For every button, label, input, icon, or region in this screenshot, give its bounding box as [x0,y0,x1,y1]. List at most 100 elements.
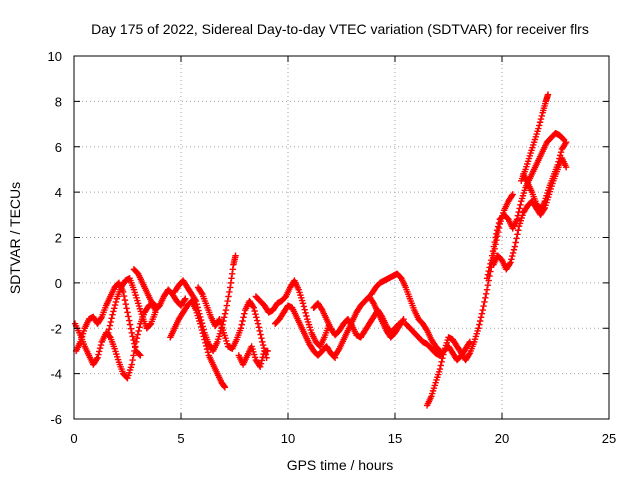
data-point [475,325,482,332]
x-tick-label: 25 [602,431,616,446]
data-point [509,252,516,260]
data-point [250,304,257,312]
series-arc-5 [167,297,229,391]
data-point [198,289,205,297]
x-tick-labels: 0 5 10 15 20 25 [70,431,616,446]
y-tick-labels: -6 -4 -2 0 2 4 6 8 10 [48,49,62,427]
data-point [485,267,492,275]
data-point [136,351,143,358]
series-arc-9 [252,277,332,350]
data-point [560,135,567,143]
y-tick-label: 10 [48,49,62,64]
data-point [563,139,570,146]
data-point [224,297,231,305]
data-point [302,309,309,317]
series-arc-1 [71,300,161,382]
data-point [509,191,516,198]
data-point [107,318,115,326]
data-point [112,298,120,306]
data-point [299,300,307,307]
data-point [507,259,514,266]
y-tick-label: 6 [55,140,62,155]
data-point [226,288,233,296]
data-point [492,234,499,241]
data-point [517,201,524,209]
data-point [133,335,141,342]
data-point [223,302,230,309]
data-point [557,152,564,159]
data-point [400,315,407,323]
data-point [259,354,266,361]
data-point [259,341,267,349]
data-point [137,352,144,359]
data-point [195,307,202,314]
data-point [221,384,229,391]
data-point [252,310,259,318]
data-point [131,340,138,347]
data-point [555,158,562,165]
data-point [111,301,119,309]
data-point [399,317,406,324]
series-arc-10 [271,302,339,361]
data-point [491,238,498,246]
data-point [182,295,189,302]
data-point [510,246,518,253]
data-point [259,338,266,346]
series-arc-18 [490,154,570,273]
series-arc-15 [423,191,516,409]
data-point [129,356,136,364]
data-point [495,219,503,227]
data-point [256,363,264,371]
data-point [238,321,245,328]
x-tick-label: 20 [495,431,509,446]
x-tick-label: 10 [281,431,295,446]
axis-ticks [73,55,610,420]
data-point [121,296,129,304]
data-point [204,349,212,356]
data-point [198,320,206,327]
data-point [258,335,265,342]
data-point [514,231,521,238]
y-tick-label: -6 [50,412,62,427]
data-point [513,216,521,223]
data-point [562,140,569,147]
data-point [221,310,229,317]
data-point [253,317,261,324]
data-point [194,304,201,311]
data-point [108,315,115,322]
data-point [478,310,486,317]
data-point [484,281,492,289]
data-point [508,256,515,263]
data-point [240,314,247,321]
data-point [97,341,105,349]
data-point [128,329,135,336]
data-point [96,348,103,355]
data-point [483,286,491,293]
data-point [122,301,129,308]
data-point [95,351,102,358]
data-point [120,292,128,300]
data-point [239,317,246,325]
data-point [481,298,488,306]
data-point [196,310,203,317]
data-point [97,315,105,322]
data-point [253,314,260,321]
data-point [508,192,516,199]
data-point [125,313,132,320]
data-point [256,327,263,335]
data-point [489,247,497,255]
series-arc-13 [368,270,444,355]
grid-lines [74,56,609,419]
data-point [494,227,501,234]
data-point [483,275,491,282]
data-point [515,227,522,234]
series-arc-8 [235,343,271,371]
data-point [477,314,485,321]
data-point [232,252,239,259]
data-point [438,358,445,366]
data-point [123,305,130,312]
data-point [126,321,134,328]
data-point [490,243,498,250]
data-point [192,297,200,305]
